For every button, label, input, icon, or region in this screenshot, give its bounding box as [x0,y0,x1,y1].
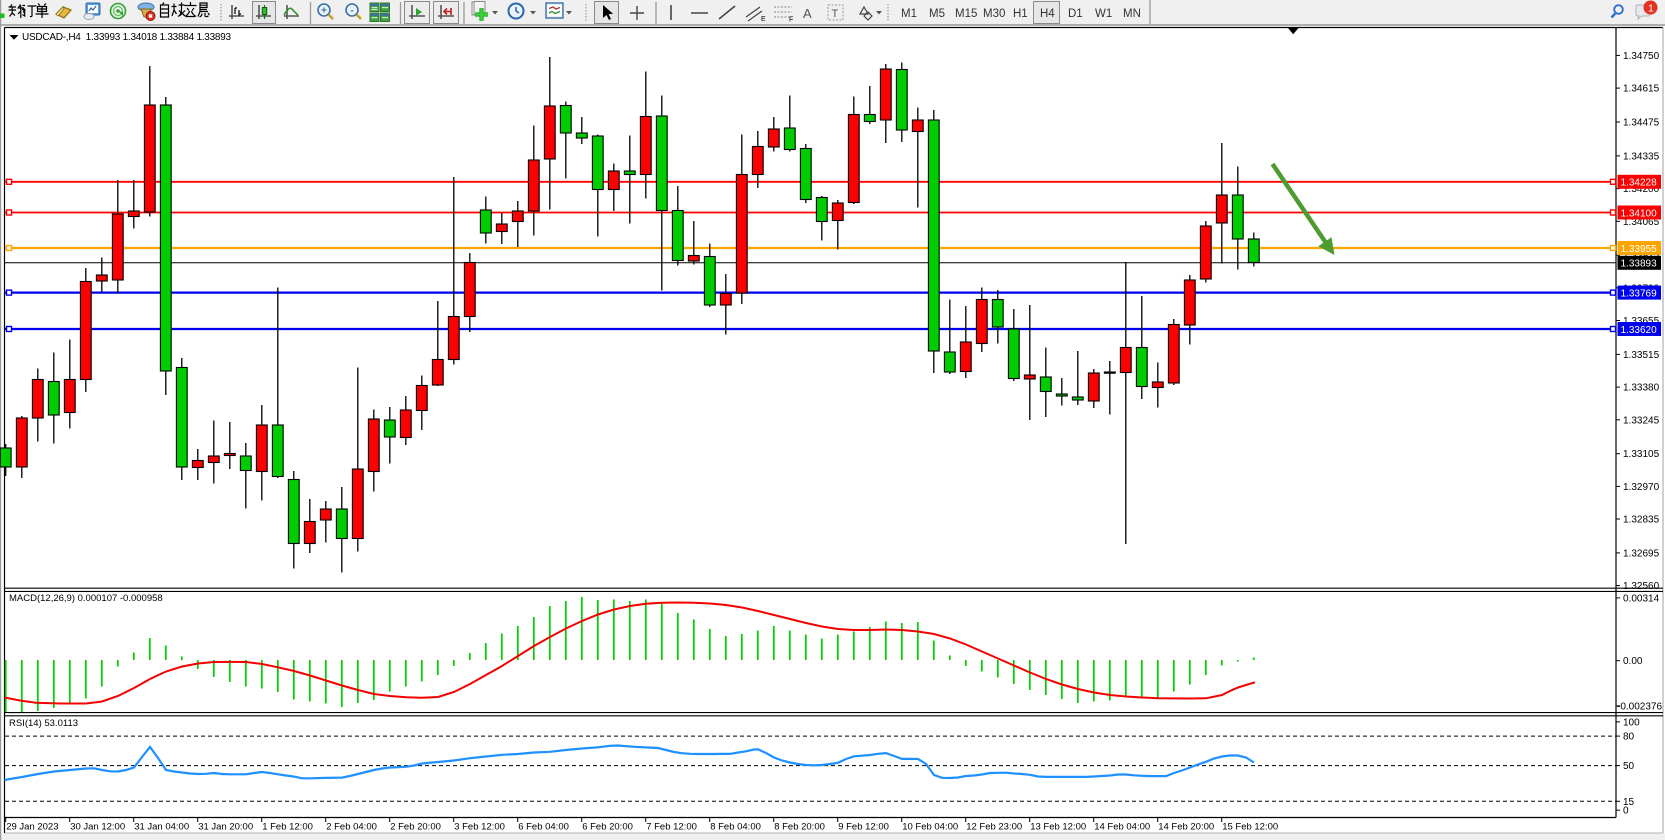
svg-text:8 Feb 20:00: 8 Feb 20:00 [774,822,825,833]
svg-text:E: E [761,16,766,23]
svg-text:1.33769: 1.33769 [1621,288,1658,299]
svg-text:1.33380: 1.33380 [1623,383,1660,394]
svg-text:8 Feb 04:00: 8 Feb 04:00 [710,822,761,833]
svg-text:3 Feb 12:00: 3 Feb 12:00 [454,822,505,833]
svg-text:1.33955: 1.33955 [1621,244,1658,255]
svg-text:F: F [789,17,793,24]
svg-text:30 Jan 12:00: 30 Jan 12:00 [70,822,125,833]
svg-text:12 Feb 23:00: 12 Feb 23:00 [966,822,1022,833]
svg-text:0.00: 0.00 [1623,656,1643,667]
svg-text:1.33620: 1.33620 [1621,325,1658,336]
svg-text:A: A [803,6,812,21]
svg-text:MN: MN [1123,8,1141,20]
svg-text:1.32970: 1.32970 [1623,482,1660,493]
svg-text:80: 80 [1623,732,1635,743]
svg-text:1 Feb 12:00: 1 Feb 12:00 [262,822,313,833]
svg-text:100: 100 [1623,717,1640,728]
svg-text:1.34228: 1.34228 [1621,178,1658,189]
svg-text:2 Feb 04:00: 2 Feb 04:00 [326,822,377,833]
svg-text:-: - [350,6,353,17]
svg-text:31 Jan 20:00: 31 Jan 20:00 [198,822,253,833]
svg-text:6 Feb 04:00: 6 Feb 04:00 [518,822,569,833]
svg-text:M5: M5 [929,8,945,20]
svg-text:14 Feb 04:00: 14 Feb 04:00 [1094,822,1150,833]
svg-text:2 Feb 20:00: 2 Feb 20:00 [390,822,441,833]
svg-text:15: 15 [1623,797,1635,808]
svg-text:W1: W1 [1095,8,1112,20]
svg-text:1.33893: 1.33893 [1621,259,1658,270]
svg-text:1: 1 [1648,3,1654,15]
svg-text:M30: M30 [983,8,1005,20]
svg-text:1.33515: 1.33515 [1623,350,1660,361]
svg-text:7 Feb 12:00: 7 Feb 12:00 [646,822,697,833]
svg-text:50: 50 [1623,761,1635,772]
svg-text:1.33245: 1.33245 [1623,415,1660,426]
svg-text:1.34200: 1.34200 [1623,184,1660,195]
svg-text:31 Jan 04:00: 31 Jan 04:00 [134,822,189,833]
svg-text:1.33655: 1.33655 [1623,316,1660,327]
svg-text:29 Jan 2023: 29 Jan 2023 [6,822,58,833]
svg-text:USDCAD-,H4 1.33993 1.34018 1.: USDCAD-,H4 1.33993 1.34018 1.33884 1.338… [22,32,232,43]
svg-text:RSI(14) 53.0113: RSI(14) 53.0113 [9,718,78,729]
svg-text:1.33105: 1.33105 [1623,449,1660,460]
svg-text:1.34615: 1.34615 [1623,84,1660,95]
svg-text:1.32695: 1.32695 [1623,548,1660,559]
svg-text:10 Feb 04:00: 10 Feb 04:00 [902,822,958,833]
svg-text:MACD(12,26,9) 0.000107 -0.0009: MACD(12,26,9) 0.000107 -0.000958 [9,593,163,604]
svg-text:H4: H4 [1040,8,1055,20]
svg-text:0: 0 [1623,806,1629,817]
svg-text:14 Feb 20:00: 14 Feb 20:00 [1158,822,1214,833]
svg-text:0.00314: 0.00314 [1623,593,1660,604]
svg-text:-0.002376: -0.002376 [1617,701,1662,712]
svg-text:+: + [321,6,327,17]
svg-text:15 Feb 12:00: 15 Feb 12:00 [1222,822,1278,833]
svg-text:1.34065: 1.34065 [1623,217,1660,228]
svg-text:M15: M15 [955,8,977,20]
svg-text:6 Feb 20:00: 6 Feb 20:00 [582,822,633,833]
svg-text:D1: D1 [1068,8,1083,20]
svg-text:1.34750: 1.34750 [1623,51,1660,62]
svg-text:1.32560: 1.32560 [1623,581,1660,592]
svg-text:1.34475: 1.34475 [1623,118,1660,129]
svg-text:T: T [832,8,839,20]
svg-text:9 Feb 12:00: 9 Feb 12:00 [838,822,889,833]
svg-text:13 Feb 12:00: 13 Feb 12:00 [1030,822,1086,833]
svg-text:H1: H1 [1013,8,1028,20]
svg-text:1.32835: 1.32835 [1623,515,1660,526]
svg-text:M1: M1 [901,8,917,20]
svg-text:1.34100: 1.34100 [1621,208,1658,219]
svg-text:1.34335: 1.34335 [1623,151,1660,162]
